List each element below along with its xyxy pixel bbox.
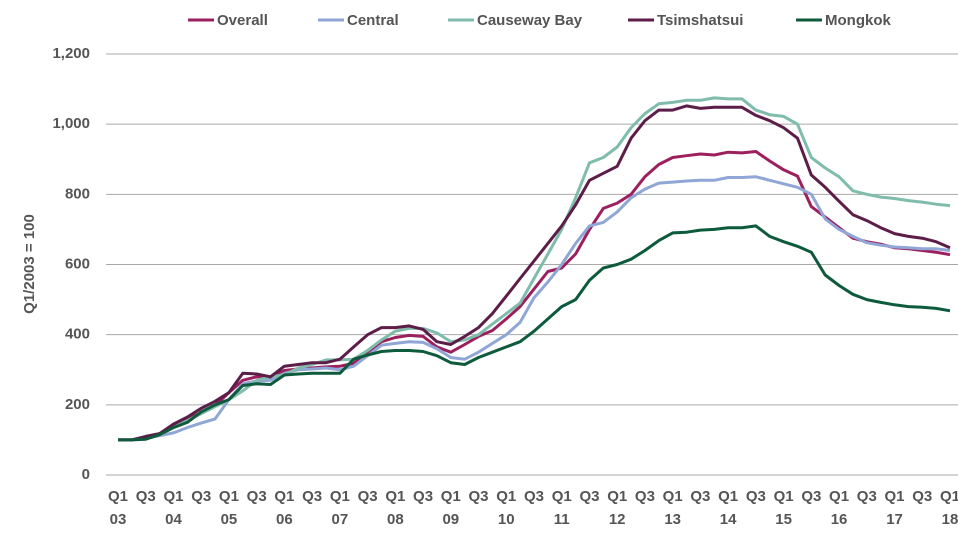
- legend-item: Overall: [188, 12, 268, 29]
- x-tick-label: Q1 04: [163, 488, 183, 528]
- x-tick-label: Q3: [413, 488, 433, 505]
- x-tick-label: Q3: [579, 488, 599, 505]
- legend-item: Tsimshatsui: [628, 12, 743, 29]
- legend-item: Mongkok: [796, 12, 891, 29]
- series-line: [118, 104, 951, 442]
- x-tick-label: Q1 17: [885, 488, 905, 528]
- x-tick-label: Q1 16: [829, 488, 849, 528]
- legend-label: Mongkok: [825, 12, 891, 29]
- x-tick-label: Q3: [635, 488, 655, 505]
- x-tick-label: Q1 13: [663, 488, 683, 528]
- x-tick-label: Q3: [191, 488, 211, 505]
- y-tick-label: 1,200: [52, 45, 90, 62]
- y-tick-label: 600: [65, 255, 90, 272]
- x-tick-label: Q1 18: [940, 488, 958, 528]
- x-tick-label: Q3: [857, 488, 877, 505]
- x-tick-label: Q1 12: [607, 488, 627, 528]
- x-tick-label: Q1 10: [496, 488, 516, 528]
- x-tick-label: Q3: [469, 488, 489, 505]
- x-tick-label: Q3: [302, 488, 322, 505]
- x-tick-label: Q3: [801, 488, 821, 505]
- legend-label: Overall: [217, 12, 268, 29]
- x-tick-label: Q1 03: [108, 488, 128, 528]
- x-tick-label: Q1 15: [774, 488, 794, 528]
- x-tick-label: Q1 07: [330, 488, 350, 528]
- series-line: [118, 150, 951, 442]
- x-tick-label: Q1 11: [552, 488, 572, 528]
- y-tick-label: 800: [65, 185, 90, 202]
- legend-label: Causeway Bay: [477, 12, 583, 29]
- legend-item: Causeway Bay: [448, 12, 583, 29]
- x-tick-label: Q1 09: [441, 488, 461, 528]
- series-line: [118, 224, 951, 442]
- x-tick-label: Q3: [524, 488, 544, 505]
- y-tick-label: 200: [65, 396, 90, 413]
- series-line: [118, 96, 951, 442]
- legend-label: Tsimshatsui: [657, 12, 743, 29]
- series-line: [118, 175, 951, 442]
- y-axis-label: Q1/2003 = 100: [21, 214, 38, 314]
- x-tick-label: Q3: [136, 488, 156, 505]
- x-tick-label: Q3: [358, 488, 378, 505]
- x-tick-label: Q1 08: [385, 488, 405, 528]
- y-tick-label: 400: [65, 326, 90, 343]
- x-tick-label: Q3: [247, 488, 267, 505]
- x-tick-label: Q1 05: [219, 488, 239, 528]
- x-tick-label: Q3: [912, 488, 932, 505]
- y-tick-label: 0: [82, 466, 90, 483]
- legend-label: Central: [347, 12, 399, 29]
- x-tick-label: Q1 06: [274, 488, 294, 528]
- x-tick-label: Q3: [690, 488, 710, 505]
- legend-item: Central: [318, 12, 399, 29]
- x-tick-label: Q1 14: [718, 488, 738, 528]
- y-tick-label: 1,000: [52, 115, 90, 132]
- x-tick-label: Q3: [746, 488, 766, 505]
